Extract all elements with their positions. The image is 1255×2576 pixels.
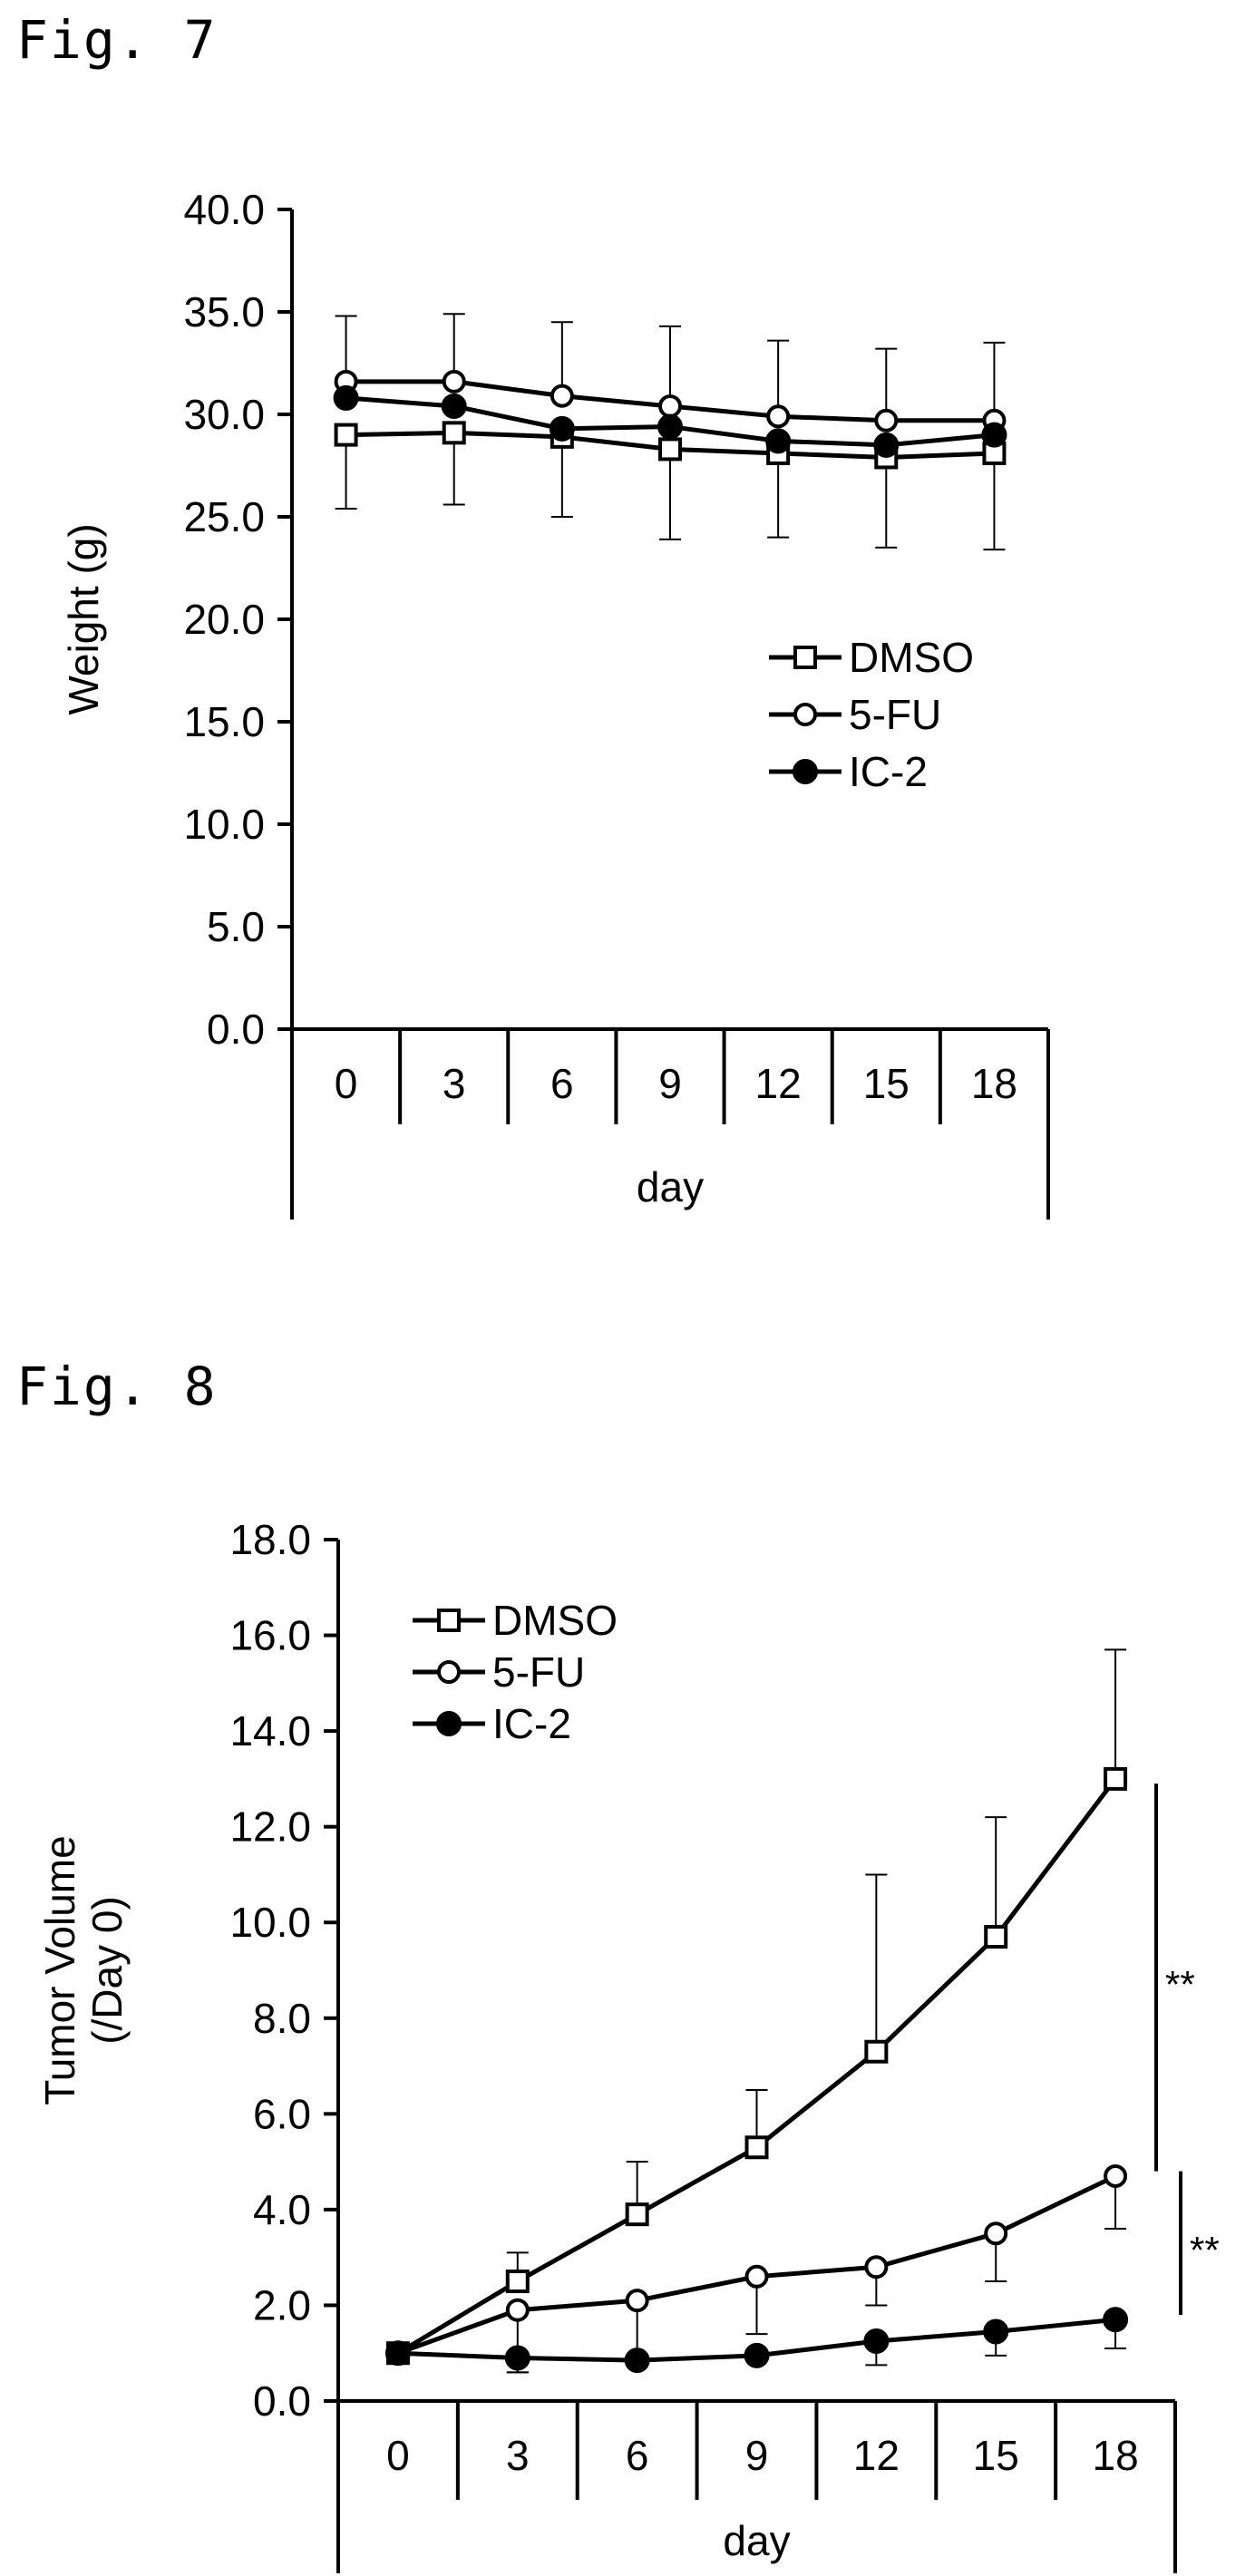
5-fu-point — [874, 408, 899, 433]
5-fu-point — [442, 369, 466, 394]
5-fu-point — [625, 2289, 649, 2313]
x-tick-label: 6 — [626, 2432, 649, 2479]
x-tick-label: 12 — [853, 2432, 900, 2479]
y-tick-label: 14.0 — [229, 1707, 311, 1755]
x-tick-label: 9 — [658, 1060, 682, 1107]
ic-2-point — [1103, 2307, 1129, 2333]
figure-7-label: Fig. 7 — [16, 9, 218, 71]
y-tick-label: 6.0 — [253, 2090, 311, 2137]
x-axis-title: day — [637, 1163, 704, 1210]
dmso-legend-marker — [793, 646, 817, 669]
y-tick-label: 0.0 — [207, 1006, 265, 1053]
x-tick-label: 18 — [971, 1060, 1017, 1107]
x-tick-label: 9 — [745, 2432, 769, 2479]
5-fu-point — [984, 2221, 1008, 2246]
x-tick-label: 15 — [863, 1060, 910, 1107]
y-tick-label: 25.0 — [183, 493, 265, 540]
y-tick-label: 15.0 — [183, 698, 265, 745]
ic-2-point — [504, 2345, 530, 2371]
ic-2-point — [384, 2340, 411, 2367]
figure-8-label: Fig. 8 — [16, 1356, 218, 1417]
dmso-point — [744, 2135, 769, 2160]
y-axis-title: Tumor Volume(/Day 0) — [36, 1835, 131, 2105]
y-tick-label: 35.0 — [183, 288, 265, 335]
ic-2-point — [981, 422, 1007, 448]
x-tick-label: 12 — [755, 1060, 802, 1107]
y-tick-label: 4.0 — [253, 2186, 311, 2233]
ic-2-legend-marker — [793, 759, 818, 784]
x-tick-label: 3 — [443, 1060, 466, 1107]
ic-2-point — [657, 413, 683, 440]
5-fu-point — [744, 2264, 769, 2289]
dmso-legend-marker — [437, 1609, 461, 1632]
y-tick-label: 30.0 — [183, 391, 265, 438]
y-tick-label: 0.0 — [253, 2377, 311, 2425]
y-tick-label: 2.0 — [253, 2281, 311, 2328]
y-axis-title: Weight (g) — [60, 523, 107, 714]
dmso-legend-label: DMSO — [849, 634, 974, 681]
x-tick-label: 6 — [550, 1060, 574, 1107]
5-fu-legend-marker — [793, 703, 817, 726]
x-tick-label: 3 — [506, 2432, 530, 2479]
5-fu-point — [864, 2255, 889, 2280]
dmso-point — [505, 2270, 530, 2294]
ic-2-point — [983, 2318, 1009, 2345]
y-tick-label: 16.0 — [229, 1612, 311, 1659]
weight-chart: 0.0 5.0 10.0 15.0 20.0 25.0 30.0 35.0 40.0 0 3 6 9 12… — [60, 186, 1050, 1220]
significance-label: ** — [1165, 1963, 1195, 2006]
significance-label: ** — [1190, 2229, 1220, 2271]
x-tick-label: 0 — [386, 2432, 410, 2479]
x-tick-label: 0 — [335, 1060, 358, 1107]
ic-2-point — [873, 432, 900, 458]
y-tick-label: 20.0 — [183, 596, 265, 643]
y-tick-label: 5.0 — [207, 903, 265, 950]
dmso-point — [442, 421, 466, 445]
dmso-point — [334, 423, 358, 447]
ic-2-legend-label: IC-2 — [849, 748, 928, 795]
5-fu-point — [1104, 2163, 1128, 2188]
y-tick-label: 12.0 — [229, 1803, 311, 1851]
ic-2-legend-marker — [436, 1711, 462, 1736]
dmso-point — [984, 1925, 1008, 1949]
y-tick-label: 40.0 — [183, 186, 265, 233]
dmso-legend-label: DMSO — [492, 1597, 618, 1644]
ic-2-point — [744, 2342, 770, 2368]
x-tick-label: 15 — [973, 2432, 1019, 2479]
ic-2-point — [549, 415, 575, 442]
5-fu-legend-label: 5-FU — [849, 691, 941, 738]
y-tick-label: 10.0 — [183, 801, 265, 848]
x-tick-label: 18 — [1092, 2432, 1138, 2479]
x-axis-title: day — [723, 2517, 790, 2564]
5-fu-legend-marker — [437, 1660, 461, 1684]
ic-2-point — [333, 384, 359, 411]
ic-2-point — [863, 2328, 890, 2355]
5-fu-point — [505, 2298, 530, 2322]
5-fu-legend-label: 5-FU — [492, 1648, 585, 1696]
5-fu-point — [550, 384, 574, 408]
ic-2-legend-label: IC-2 — [492, 1700, 571, 1747]
ic-2-point — [441, 393, 467, 419]
dmso-point — [625, 2202, 649, 2227]
ic-2-point — [765, 428, 792, 454]
dmso-point — [1104, 1766, 1128, 1791]
dmso-point — [864, 2039, 889, 2064]
y-tick-label: 10.0 — [229, 1899, 311, 1946]
y-tick-label: 8.0 — [253, 1995, 311, 2042]
ic-2-point — [624, 2348, 650, 2374]
5-fu-point — [766, 404, 791, 429]
y-tick-label: 18.0 — [229, 1516, 311, 1563]
